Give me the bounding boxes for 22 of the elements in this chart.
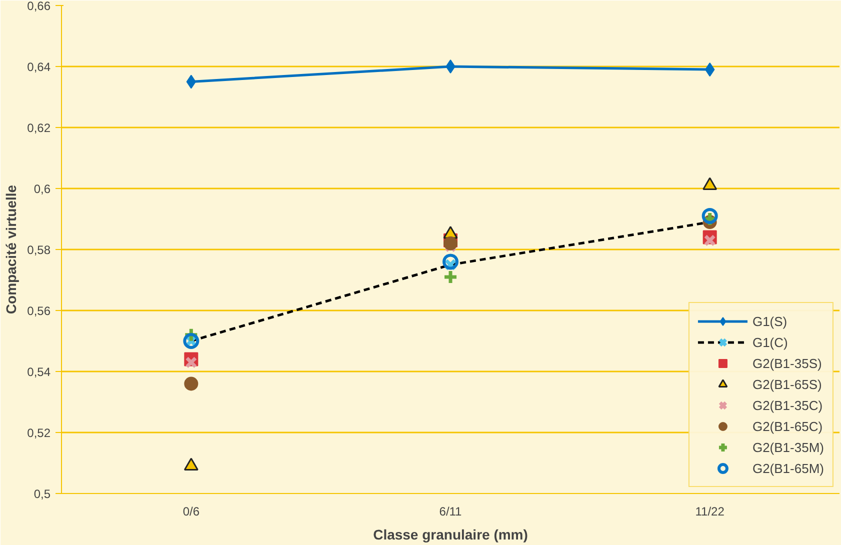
- y-tick-label: 0,54: [27, 365, 51, 379]
- y-tick-label: 0,56: [27, 304, 51, 318]
- y-tick-label: 0,64: [27, 60, 51, 74]
- x-tick-label: 11/22: [695, 504, 725, 518]
- y-tick-label: 0,5: [34, 487, 51, 501]
- x-tick-label: 6/11: [439, 504, 462, 518]
- y-tick-label: 0,62: [27, 121, 51, 135]
- x-axis-title: Classe granulaire (mm): [373, 526, 528, 542]
- y-tick-label: 0,66: [27, 0, 51, 13]
- legend-label: G2(B1-35S): [752, 356, 822, 370]
- y-tick-label: 0,58: [27, 243, 51, 257]
- legend-label: G2(B1-35M): [752, 440, 824, 454]
- legend-label: G2(B1-65C): [752, 418, 823, 434]
- legend-label: G2(B1-65M): [752, 460, 824, 476]
- legend-label: G2(B1-65S): [752, 376, 822, 392]
- x-tick-label: 0/6: [182, 504, 200, 518]
- y-tick-label: 0,52: [27, 426, 51, 440]
- y-tick-label: 0,6: [34, 182, 51, 196]
- legend-label: G1(C): [752, 334, 788, 350]
- legend-label: G2(B1-35C): [752, 398, 823, 412]
- y-axis-title: Compacité virtuelle: [3, 184, 20, 314]
- legend-label: G1(S): [752, 314, 788, 328]
